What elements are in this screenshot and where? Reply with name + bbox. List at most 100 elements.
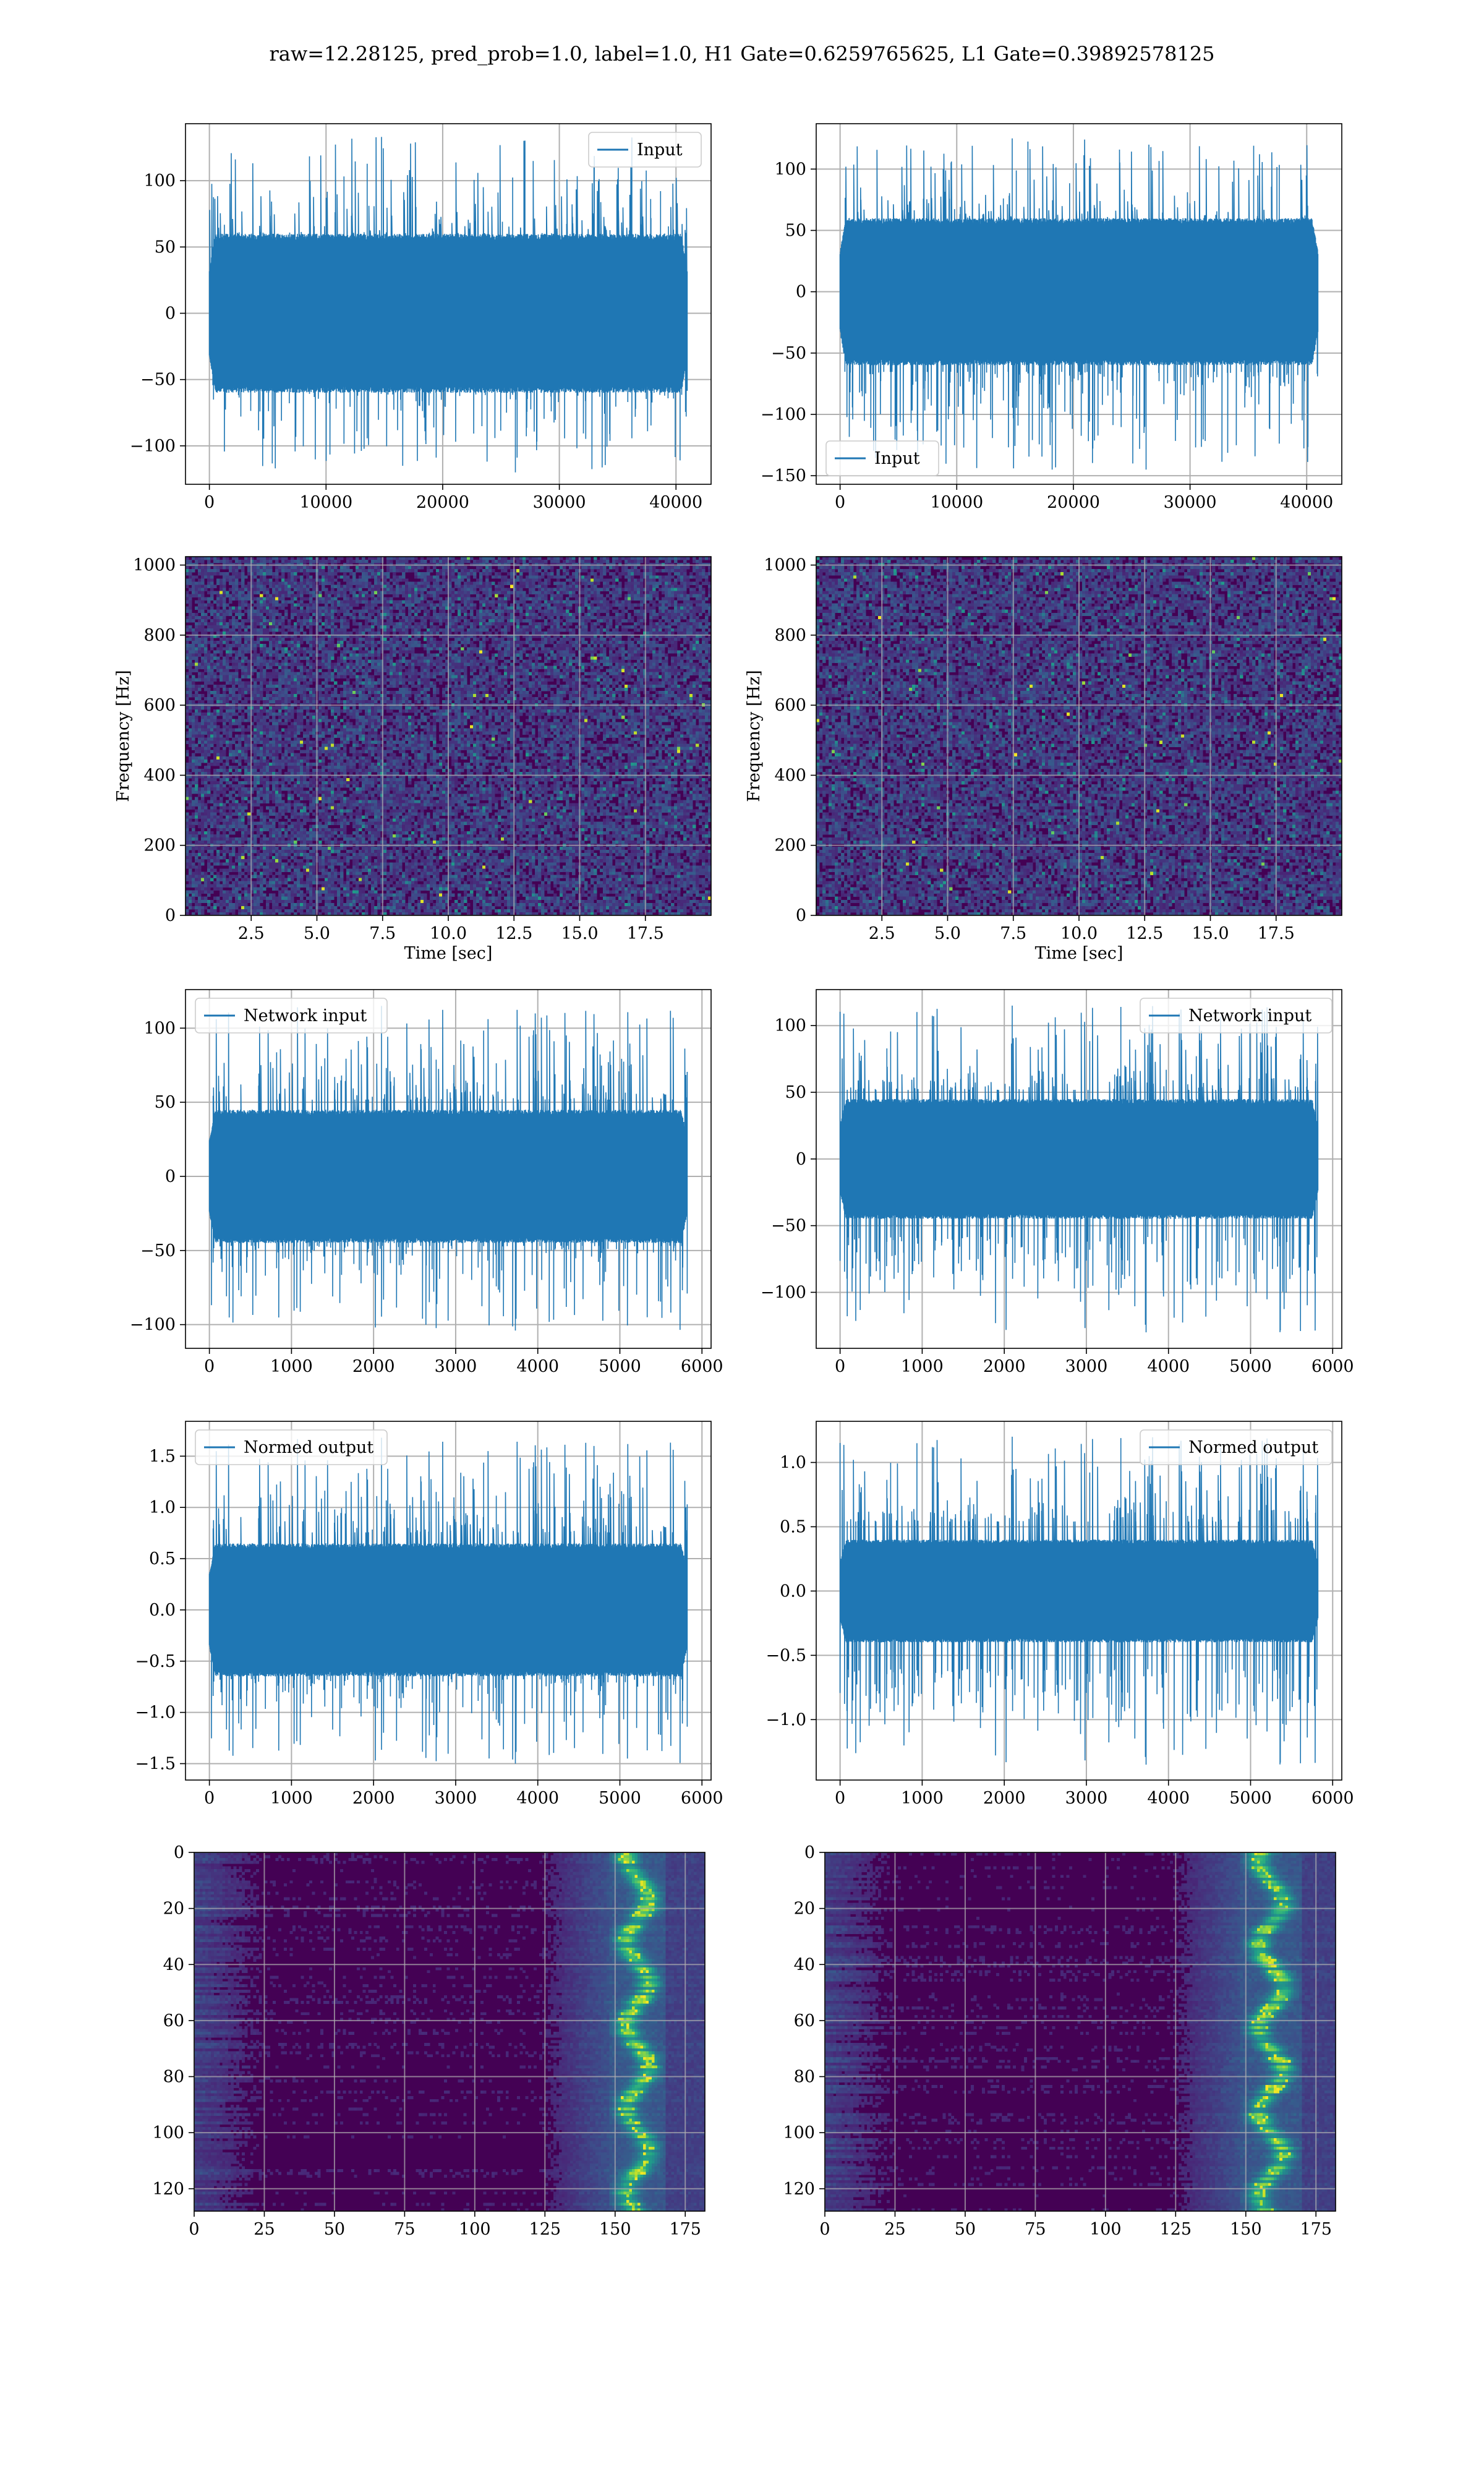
x-tick-label: 25	[254, 2220, 275, 2239]
y-tick-label: 0	[804, 1843, 815, 1862]
x-tick-label: 100	[1090, 2220, 1122, 2239]
y-tick-label: 1.5	[149, 1447, 176, 1466]
legend-label: Input	[874, 449, 920, 468]
y-tick-label: −1.0	[135, 1703, 176, 1723]
y-tick-label: −100	[761, 405, 806, 424]
x-tick-label: 30000	[533, 493, 586, 512]
legend: Normed output	[1140, 1430, 1332, 1465]
x-tick-label: 7.5	[369, 924, 396, 943]
y-tick-label: 40	[794, 1955, 815, 1974]
y-tick-label: 0.0	[149, 1601, 176, 1620]
x-tick-label: 0	[204, 1789, 215, 1808]
x-tick-label: 50	[324, 2220, 345, 2239]
y-tick-label: 100	[143, 171, 176, 190]
y-tick-label: 100	[152, 2123, 184, 2142]
y-tick-label: −150	[761, 466, 806, 486]
l1-spectrogram-axes: 2.5 5.0 7.5 10.0 12.5 15.0 17.5020040060080010…	[744, 556, 1342, 963]
x-tick-label: 150	[599, 2220, 631, 2239]
x-tick-label: 2.5	[869, 924, 895, 943]
x-tick-label: 2000	[352, 1789, 395, 1808]
x-tick-label: 30000	[1164, 493, 1217, 512]
y-tick-label: 400	[143, 766, 176, 785]
y-tick-label: −0.5	[135, 1652, 176, 1671]
x-tick-label: 0	[835, 1357, 845, 1376]
x-tick-label: 175	[1300, 2220, 1332, 2239]
legend-label: Network input	[1188, 1006, 1311, 1025]
x-tick-label: 17.5	[627, 924, 664, 943]
x-tick-label: 5000	[599, 1357, 641, 1376]
y-tick-label: 80	[163, 2068, 184, 2087]
x-tick-label: 75	[1025, 2220, 1046, 2239]
x-tick-label: 5000	[1229, 1789, 1272, 1808]
y-tick-label: 1.0	[149, 1498, 176, 1517]
x-tick-label: 20000	[416, 493, 469, 512]
x-tick-label: 3000	[1065, 1357, 1108, 1376]
heatmap-cells	[194, 1852, 705, 2211]
x-tick-label: 0	[204, 1357, 215, 1376]
x-tick-label: 15.0	[1192, 924, 1229, 943]
y-tick-label: 200	[143, 836, 176, 855]
y-tick-label: −0.5	[765, 1646, 806, 1665]
legend: Input	[589, 132, 701, 167]
x-tick-label: 1000	[270, 1789, 313, 1808]
y-tick-label: 100	[774, 1016, 806, 1035]
y-tick-label: 0	[165, 304, 176, 323]
x-tick-label: 5.0	[304, 924, 330, 943]
y-tick-label: 0.5	[780, 1517, 806, 1536]
x-tick-label: 12.5	[495, 924, 532, 943]
legend-label: Input	[637, 140, 683, 160]
x-tick-label: 100	[459, 2220, 491, 2239]
y-tick-label: 80	[794, 2068, 815, 2087]
x-tick-label: 5000	[1229, 1357, 1272, 1376]
legend-label: Normed output	[1188, 1438, 1318, 1457]
x-tick-label: 40000	[1280, 493, 1333, 512]
x-tick-label: 4000	[516, 1789, 559, 1808]
y-tick-label: 0	[796, 906, 806, 925]
x-tick-label: 175	[669, 2220, 701, 2239]
x-tick-label: 1000	[901, 1357, 944, 1376]
x-tick-label: 4000	[1147, 1357, 1190, 1376]
y-tick-label: 800	[143, 626, 176, 645]
x-tick-label: 1000	[270, 1357, 313, 1376]
y-tick-label: −100	[130, 437, 176, 456]
x-tick-label: 75	[394, 2220, 415, 2239]
x-tick-label: 12.5	[1126, 924, 1163, 943]
y-tick-label: 400	[774, 766, 806, 785]
x-tick-label: 4000	[516, 1357, 559, 1376]
y-tick-label: 100	[783, 2123, 815, 2142]
y-tick-label: 120	[783, 2180, 815, 2199]
y-tick-label: 20	[794, 1899, 815, 1919]
y-tick-label: 50	[785, 1083, 806, 1102]
x-tick-label: 10000	[299, 493, 352, 512]
y-axis-label: Frequency [Hz]	[114, 670, 133, 802]
y-tick-label: 50	[785, 221, 806, 241]
y-tick-label: 60	[163, 2011, 184, 2031]
x-tick-label: 40000	[649, 493, 702, 512]
y-tick-label: −50	[140, 1241, 176, 1261]
y-tick-label: 60	[794, 2011, 815, 2031]
y-tick-label: −1.5	[135, 1754, 176, 1773]
figure-suptitle: raw=12.28125, pred_prob=1.0, label=1.0, …	[269, 42, 1214, 66]
y-tick-label: 50	[155, 238, 176, 257]
y-tick-label: −1.0	[765, 1710, 806, 1729]
x-tick-label: 2000	[352, 1357, 395, 1376]
y-tick-label: 100	[774, 160, 806, 179]
x-tick-label: 15.0	[561, 924, 598, 943]
x-tick-label: 0	[819, 2220, 830, 2239]
x-axis-label: Time [sec]	[404, 944, 493, 963]
y-tick-label: 0	[165, 906, 176, 925]
x-tick-label: 3000	[435, 1789, 477, 1808]
x-tick-label: 2.5	[238, 924, 265, 943]
x-tick-label: 20000	[1047, 493, 1100, 512]
x-tick-label: 150	[1230, 2220, 1262, 2239]
y-tick-label: 0	[796, 283, 806, 302]
